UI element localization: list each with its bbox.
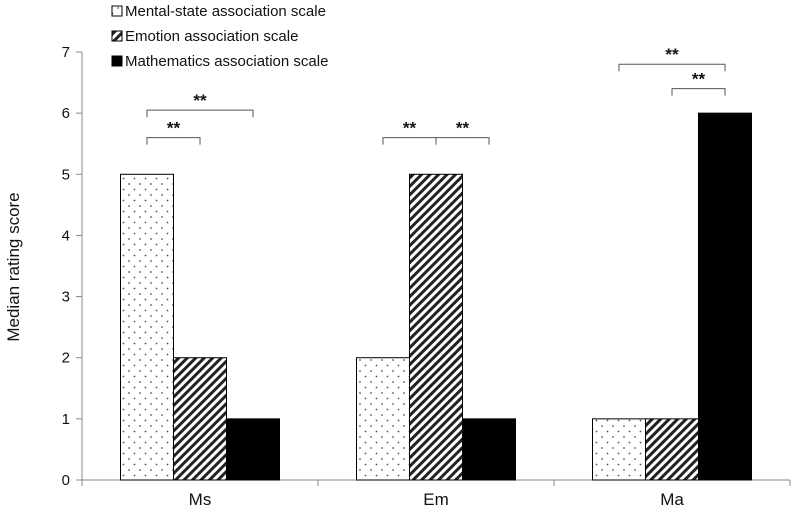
legend-label: Emotion association scale: [125, 28, 298, 45]
legend-label: Mental-state association scale: [125, 3, 326, 20]
significance-bracket: [146, 137, 201, 145]
bar-dots-ms: [120, 173, 174, 481]
bar-hatch-ms: [173, 357, 227, 481]
y-tick-label: 1: [62, 411, 70, 428]
significance-label: **: [456, 119, 470, 138]
legend-swatch-hatch: [111, 30, 123, 42]
significance-label: **: [167, 119, 181, 138]
legend-label: Mathematics association scale: [125, 53, 328, 70]
y-tick-label: 4: [62, 227, 70, 244]
significance-bracket: [146, 109, 254, 118]
significance-label: **: [403, 119, 417, 138]
y-tick-label: 2: [62, 350, 70, 367]
bar-solid-em: [462, 418, 516, 481]
significance-bracket: [435, 137, 490, 145]
y-tick-label: 6: [62, 105, 70, 122]
y-tick-label: 0: [62, 472, 70, 489]
bar-hatch-em: [409, 173, 463, 481]
significance-label: **: [692, 70, 706, 89]
x-category-label: Ms: [189, 490, 212, 509]
x-category-label: Em: [423, 490, 449, 509]
legend-swatch-dots: [111, 5, 123, 17]
bar-dots-em: [356, 357, 410, 481]
bar-solid-ma: [698, 112, 752, 481]
significance-label: **: [665, 45, 679, 64]
significance-label: **: [193, 91, 207, 110]
x-category-label: Ma: [660, 490, 684, 509]
significance-bracket: [671, 88, 726, 96]
significance-bracket: [382, 137, 437, 145]
bar-hatch-ma: [645, 418, 699, 481]
y-tick-label: 3: [62, 289, 70, 306]
y-axis-title: Median rating score: [4, 192, 23, 341]
significance-bracket: [618, 63, 726, 72]
bar-solid-ms: [226, 418, 280, 481]
y-tick-label: 5: [62, 166, 70, 183]
y-tick-label: 7: [62, 44, 70, 61]
bar-dots-ma: [592, 418, 646, 481]
legend-swatch-solid: [111, 55, 123, 67]
